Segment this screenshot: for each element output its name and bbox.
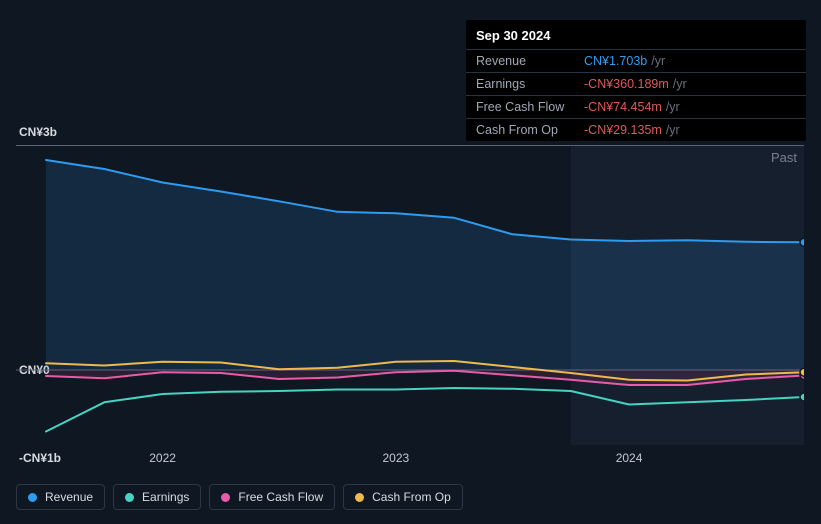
legend-label: Earnings xyxy=(142,490,189,504)
legend-label: Free Cash Flow xyxy=(238,490,323,504)
legend-dot-icon xyxy=(221,493,230,502)
legend-label: Cash From Op xyxy=(372,490,451,504)
chart-tooltip: Sep 30 2024 RevenueCN¥1.703b/yrEarnings-… xyxy=(466,20,806,141)
x-axis-tick: 2022 xyxy=(149,451,176,465)
tooltip-row-revenue: RevenueCN¥1.703b/yr xyxy=(466,49,806,72)
tooltip-date: Sep 30 2024 xyxy=(466,26,806,49)
financials-chart-container: Sep 30 2024 RevenueCN¥1.703b/yrEarnings-… xyxy=(0,0,821,524)
legend-item-cfo[interactable]: Cash From Op xyxy=(343,484,463,510)
tooltip-row-cfo: Cash From Op-CN¥29.135m/yr xyxy=(466,118,806,141)
legend-dot-icon xyxy=(125,493,134,502)
tooltip-label: Free Cash Flow xyxy=(476,100,584,114)
series-end-marker-earnings[interactable] xyxy=(800,393,804,401)
tooltip-label: Cash From Op xyxy=(476,123,584,137)
tooltip-suffix: /yr xyxy=(673,77,687,91)
tooltip-suffix: /yr xyxy=(666,100,680,114)
y-axis-tick: -CN¥1b xyxy=(19,451,61,465)
tooltip-suffix: /yr xyxy=(651,54,665,68)
tooltip-value: -CN¥74.454m xyxy=(584,100,662,114)
legend-item-earnings[interactable]: Earnings xyxy=(113,484,201,510)
legend-item-fcf[interactable]: Free Cash Flow xyxy=(209,484,335,510)
y-axis-tick: CN¥3b xyxy=(19,125,57,139)
legend-dot-icon xyxy=(28,493,37,502)
legend-item-revenue[interactable]: Revenue xyxy=(16,484,105,510)
line-chart[interactable] xyxy=(16,145,804,445)
tooltip-value: -CN¥360.189m xyxy=(584,77,669,91)
tooltip-row-fcf: Free Cash Flow-CN¥74.454m/yr xyxy=(466,95,806,118)
legend-label: Revenue xyxy=(45,490,93,504)
tooltip-suffix: /yr xyxy=(666,123,680,137)
chart-legend: Revenue Earnings Free Cash Flow Cash From O… xyxy=(16,484,463,510)
series-end-marker-revenue[interactable] xyxy=(800,238,804,246)
tooltip-value: -CN¥29.135m xyxy=(584,123,662,137)
series-end-marker-cfo[interactable] xyxy=(800,368,804,376)
x-axis-tick: 2024 xyxy=(616,451,643,465)
x-axis-tick: 2023 xyxy=(382,451,409,465)
legend-dot-icon xyxy=(355,493,364,502)
tooltip-label: Revenue xyxy=(476,54,584,68)
tooltip-value: CN¥1.703b xyxy=(584,54,647,68)
tooltip-label: Earnings xyxy=(476,77,584,91)
tooltip-row-earnings: Earnings-CN¥360.189m/yr xyxy=(466,72,806,95)
